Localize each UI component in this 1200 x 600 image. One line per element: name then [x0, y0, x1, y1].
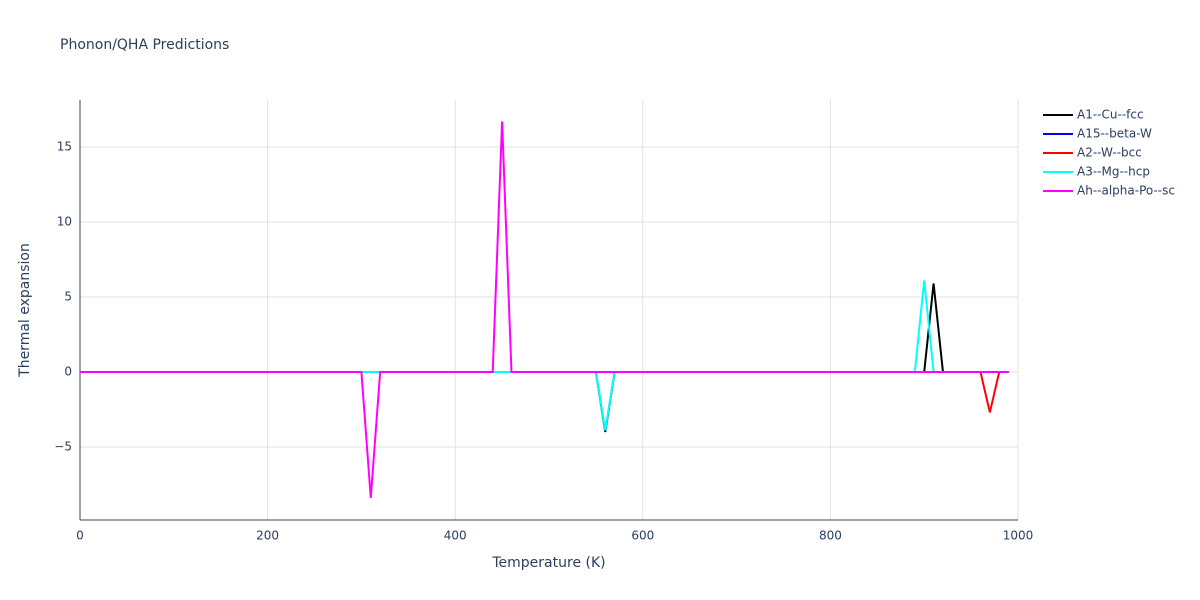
x-tick-label: 200	[256, 529, 279, 543]
y-tick-label: 10	[57, 214, 72, 228]
legend-label: A15--beta-W	[1077, 127, 1152, 141]
x-tick-label: 1000	[1003, 529, 1034, 543]
x-tick-label: 0	[76, 529, 84, 543]
legend-label: A3--Mg--hcp	[1077, 165, 1150, 179]
legend-label: Ah--alpha-Po--sc	[1077, 184, 1175, 198]
x-tick-label: 800	[819, 529, 842, 543]
y-tick-label: 15	[57, 139, 72, 153]
chart-title: Phonon/QHA Predictions	[60, 37, 229, 53]
y-tick-label: 5	[64, 289, 72, 303]
y-tick-label: −5	[54, 439, 72, 453]
legend-label: A1--Cu--fcc	[1077, 108, 1144, 122]
x-tick-label: 600	[631, 529, 654, 543]
x-tick-label: 400	[444, 529, 467, 543]
x-axis-title: Temperature (K)	[491, 555, 605, 571]
series-line	[80, 121, 1009, 499]
y-tick-label: 0	[64, 364, 72, 378]
legend-label: A2--W--bcc	[1077, 146, 1142, 160]
y-axis-title: Thermal expansion	[17, 243, 33, 378]
